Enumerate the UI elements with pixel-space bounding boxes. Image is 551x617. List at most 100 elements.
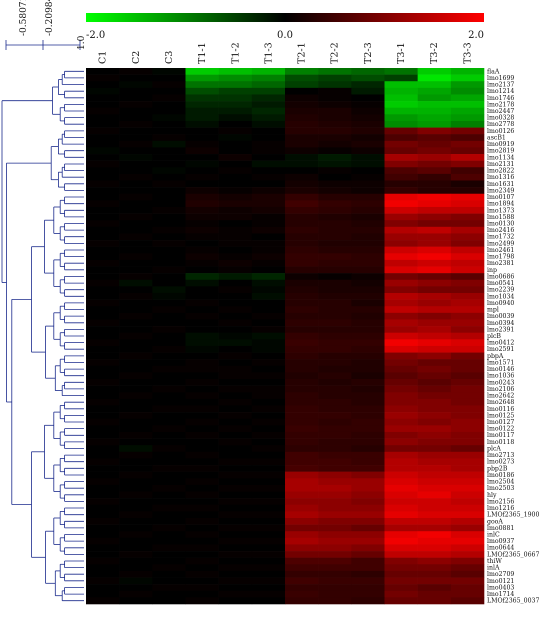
- heatmap-cell: [285, 200, 319, 208]
- heatmap-cell: [450, 537, 485, 545]
- heatmap-cell: [285, 584, 319, 592]
- row-dendrogram: [1, 70, 84, 602]
- heatmap-cell: [285, 431, 319, 439]
- heatmap-cell: [384, 299, 418, 307]
- heatmap-cell: [285, 114, 319, 122]
- heatmap-cell: [417, 240, 452, 247]
- heatmap-cell: [285, 359, 319, 367]
- heatmap-cell: [318, 465, 352, 472]
- heatmap-cell: [86, 114, 120, 122]
- row-label: lmo1746: [487, 95, 514, 102]
- heatmap-cell: [285, 266, 319, 274]
- heatmap-cell: [450, 134, 485, 142]
- heatmap-cell: [218, 107, 253, 115]
- heatmap-cell: [119, 491, 153, 499]
- heatmap-cell: [318, 326, 352, 333]
- heatmap-cell: [185, 226, 219, 234]
- heatmap-cell: [450, 266, 485, 274]
- heatmap-cell: [251, 431, 286, 439]
- heatmap-cell: [152, 438, 186, 446]
- heatmap-cell: [251, 299, 286, 307]
- heatmap-cell: [152, 253, 186, 261]
- heatmap-cell: [450, 87, 485, 95]
- heatmap-cell: [152, 531, 186, 539]
- heatmap-cell: [251, 114, 286, 122]
- heatmap-cell: [285, 557, 319, 565]
- row-label: lmo2591: [487, 346, 514, 353]
- heatmap-cell: [351, 590, 385, 598]
- heatmap-cell: [152, 584, 186, 592]
- heatmap-cell: [119, 465, 153, 472]
- heatmap-cell: [185, 127, 219, 135]
- row-label: lmo0686: [487, 273, 514, 280]
- heatmap-cell: [185, 114, 219, 122]
- heatmap-cell: [86, 345, 120, 353]
- heatmap-cell: [351, 577, 385, 585]
- heatmap-cell: [86, 200, 120, 208]
- row-label: lmo1588: [487, 214, 514, 221]
- heatmap-cell: [384, 570, 418, 578]
- row-label: lmo1631: [487, 181, 514, 188]
- heatmap-cell: [185, 107, 219, 115]
- heatmap-cell: [119, 425, 153, 433]
- heatmap-cell: [251, 87, 286, 95]
- heatmap-cell: [384, 352, 418, 360]
- heatmap-cell: [450, 332, 485, 340]
- heatmap-cell: [185, 306, 219, 314]
- heatmap-cell: [152, 577, 186, 585]
- heatmap-cell: [450, 484, 485, 492]
- heatmap-cell: [318, 597, 352, 605]
- heatmap-cell: [152, 206, 186, 214]
- heatmap-cell: [351, 273, 385, 281]
- column-label: T2-3: [363, 42, 374, 64]
- row-label: hly: [487, 492, 497, 499]
- heatmap-cell: [285, 127, 319, 135]
- heatmap-cell: [318, 504, 352, 512]
- heatmap-cell: [251, 577, 286, 585]
- heatmap-cell: [384, 120, 418, 128]
- heatmap-cell: [417, 392, 452, 400]
- heatmap-cell: [251, 332, 286, 340]
- heatmap-cell: [351, 226, 385, 234]
- heatmap-cell: [384, 597, 418, 605]
- heatmap-cell: [318, 193, 352, 201]
- heatmap-cell: [119, 405, 153, 413]
- heatmap-cell: [119, 511, 153, 519]
- heatmap-cell: [218, 292, 253, 300]
- heatmap-cell: [218, 537, 253, 545]
- heatmap-cell: [384, 577, 418, 585]
- heatmap-cell: [351, 570, 385, 578]
- heatmap-cell: [119, 140, 153, 148]
- heatmap-cell: [251, 319, 286, 327]
- heatmap-cell: [351, 266, 385, 274]
- row-label: lmo2503: [487, 485, 514, 492]
- row-label: lmo0644: [487, 545, 514, 552]
- heatmap-cell: [119, 438, 153, 446]
- column-label: C3: [164, 51, 175, 64]
- heatmap-cell: [218, 286, 253, 294]
- heatmap-cell: [285, 154, 319, 161]
- heatmap-cell: [152, 220, 186, 228]
- heatmap-cell: [417, 332, 452, 340]
- heatmap-cell: [285, 405, 319, 413]
- heatmap-cell: [417, 319, 452, 327]
- heatmap-cell: [285, 478, 319, 486]
- row-label: gooA: [487, 518, 503, 525]
- heatmap-cell: [152, 213, 186, 221]
- heatmap-cell: [417, 279, 452, 287]
- heatmap-cell: [152, 127, 186, 135]
- heatmap-cell: [318, 332, 352, 340]
- heatmap-cell: [384, 167, 418, 175]
- heatmap-cell: [119, 81, 153, 89]
- heatmap-cell: [251, 517, 286, 525]
- heatmap-cell: [450, 498, 485, 506]
- heatmap-cell: [285, 68, 319, 75]
- row-label: lmo0394: [487, 320, 514, 327]
- heatmap-cell: [86, 511, 120, 519]
- heatmap-cell: [318, 491, 352, 499]
- heatmap-cell: [185, 140, 219, 148]
- heatmap-cell: [417, 504, 452, 512]
- heatmap-cell: [218, 101, 253, 109]
- heatmap-cell: [417, 273, 452, 281]
- heatmap-cell: [318, 517, 352, 525]
